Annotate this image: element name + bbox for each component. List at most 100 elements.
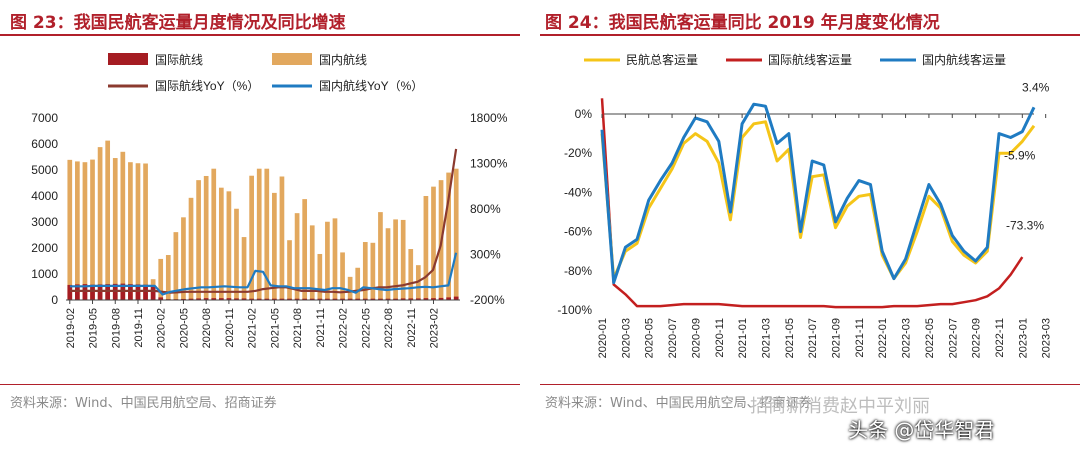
left-x-tick-label: 2021-05 xyxy=(269,308,281,348)
bar-international xyxy=(272,298,277,300)
left-x-tick-label: 2022-02 xyxy=(338,308,350,348)
left-source: 资料来源：Wind、中国民用航空局、招商证券 xyxy=(10,396,277,411)
bar-domestic xyxy=(378,212,383,300)
bar-domestic xyxy=(188,197,194,300)
left-y-tick-label: 4000 xyxy=(31,189,58,203)
legend-label-dom-bar: 国内航线 xyxy=(319,52,367,67)
bar-domestic xyxy=(279,176,285,300)
right-chart-y-tick-label: -60% xyxy=(564,225,592,239)
bar-domestic xyxy=(90,159,95,300)
bar-domestic xyxy=(340,252,345,300)
bar-international xyxy=(362,298,368,300)
bar-domestic xyxy=(325,221,330,300)
right-chart-y-tick-label: -20% xyxy=(564,146,592,160)
line-intl-yoy xyxy=(69,148,458,294)
right-chart-y-tick-label: -40% xyxy=(564,185,592,199)
left-x-tick-label: 2020-11 xyxy=(224,308,236,348)
right-chart-x-tick-label: 2021-07 xyxy=(807,318,819,358)
bar-domestic xyxy=(317,253,323,300)
bar-international xyxy=(332,298,338,300)
bar-international xyxy=(325,298,330,300)
bar-international xyxy=(309,298,315,300)
bar-international xyxy=(423,298,429,300)
bar-domestic xyxy=(408,249,414,300)
right-chart-x-tick-label: 2022-09 xyxy=(971,318,983,358)
bar-international xyxy=(355,298,361,300)
bar-domestic xyxy=(446,172,451,300)
left-y-tick-label: 3000 xyxy=(31,215,58,229)
right-chart-x-tick-label: 2021-03 xyxy=(760,318,772,358)
left-x-tick-label: 2019-11 xyxy=(133,308,145,348)
bar-international xyxy=(249,298,254,300)
legend-label-dom: 国内航线客运量 xyxy=(922,52,1006,67)
bar-international xyxy=(302,298,308,300)
right-chart-x-tick-label: 2020-03 xyxy=(620,318,632,358)
left-x-tick-label: 2023-02 xyxy=(428,308,440,348)
bar-domestic xyxy=(302,199,308,300)
bar-international xyxy=(256,298,262,300)
right-chart-x-tick-label: 2021-11 xyxy=(854,318,866,358)
annotation-total-last: -5.9% xyxy=(1004,149,1036,163)
left-x-tick-label: 2022-08 xyxy=(383,308,395,348)
watermark-text: 招商新消费赵中平刘丽 xyxy=(750,396,930,417)
left-x-tick-label: 2021-02 xyxy=(247,308,259,348)
right-chart-x-tick-label: 2021-09 xyxy=(831,318,843,358)
bar-domestic xyxy=(226,191,232,300)
right-chart-x-tick-label: 2020-09 xyxy=(690,318,702,358)
legend-label-total: 民航总客运量 xyxy=(626,52,698,67)
right-chart-x-tick-label: 2022-07 xyxy=(947,318,959,358)
right-chart-title: 图 24：我国民航客运量同比 2019 年月度变化情况 xyxy=(545,13,940,33)
bar-domestic xyxy=(196,180,201,300)
bar-domestic xyxy=(423,196,429,300)
left-y-tick-label: 6000 xyxy=(31,137,58,151)
right-chart-x-tick-label: 2022-01 xyxy=(877,318,889,358)
bar-domestic xyxy=(332,218,338,300)
bar-domestic xyxy=(370,242,376,300)
left-y-tick-label: 0 xyxy=(51,293,58,307)
bar-domestic xyxy=(181,217,186,300)
bar-international xyxy=(82,284,88,300)
bar-international xyxy=(340,298,345,300)
watermark-handle: 头条 @岱华智君 xyxy=(848,418,995,442)
right-chart: 民航总客运量 国际航线客运量 国内航线客运量 0% -20% -40% -60% -80% -1… xyxy=(557,52,1052,358)
bar-domestic xyxy=(385,228,391,300)
left-x-tick-label: 2022-05 xyxy=(360,308,372,348)
legend-label-dom-yoy: 国内航线YoY（%） xyxy=(319,78,423,93)
bar-international xyxy=(385,298,391,300)
right-chart-x-tick-label: 2022-03 xyxy=(901,318,913,358)
right-chart-y-tick-label: -100% xyxy=(557,303,592,317)
right-y-tick-label: 1800% xyxy=(470,111,508,125)
legend-label-intl-bar: 国际航线 xyxy=(155,52,203,67)
bar-domestic xyxy=(393,219,398,300)
bar-international xyxy=(97,284,103,300)
bar-international xyxy=(393,298,398,300)
bar-international xyxy=(203,298,209,300)
bar-domestic xyxy=(362,242,368,300)
legend-swatch-dom-bar xyxy=(272,53,312,65)
legend-label-intl: 国际航线客运量 xyxy=(768,52,852,67)
annotation-intl-last: -73.3% xyxy=(1006,219,1044,233)
bar-international xyxy=(211,298,217,300)
bar-domestic xyxy=(218,187,224,300)
bar-domestic xyxy=(431,186,436,300)
bar-international xyxy=(143,284,148,300)
left-title-rule xyxy=(0,34,520,36)
right-chart-x-tick-label: 2023-01 xyxy=(1017,318,1029,358)
bar-domestic xyxy=(97,147,103,300)
bar-international xyxy=(453,296,459,300)
bar-international xyxy=(415,298,421,300)
bar-international xyxy=(408,298,414,300)
right-y-tick-label: 300% xyxy=(470,248,501,262)
bar-international xyxy=(378,298,383,300)
bar-international xyxy=(287,298,292,300)
bar-international xyxy=(226,298,232,300)
right-source-rule xyxy=(540,384,1080,385)
bar-international xyxy=(438,297,444,300)
bar-domestic xyxy=(294,213,300,300)
right-chart-x-tick-label: 2020-05 xyxy=(644,318,656,358)
left-x-tick-label: 2020-02 xyxy=(156,308,168,348)
right-chart-x-tick-label: 2020-01 xyxy=(597,318,609,358)
bar-domestic xyxy=(309,225,315,300)
bar-domestic xyxy=(287,240,292,300)
right-chart-y-tick-label: 0% xyxy=(575,107,593,121)
